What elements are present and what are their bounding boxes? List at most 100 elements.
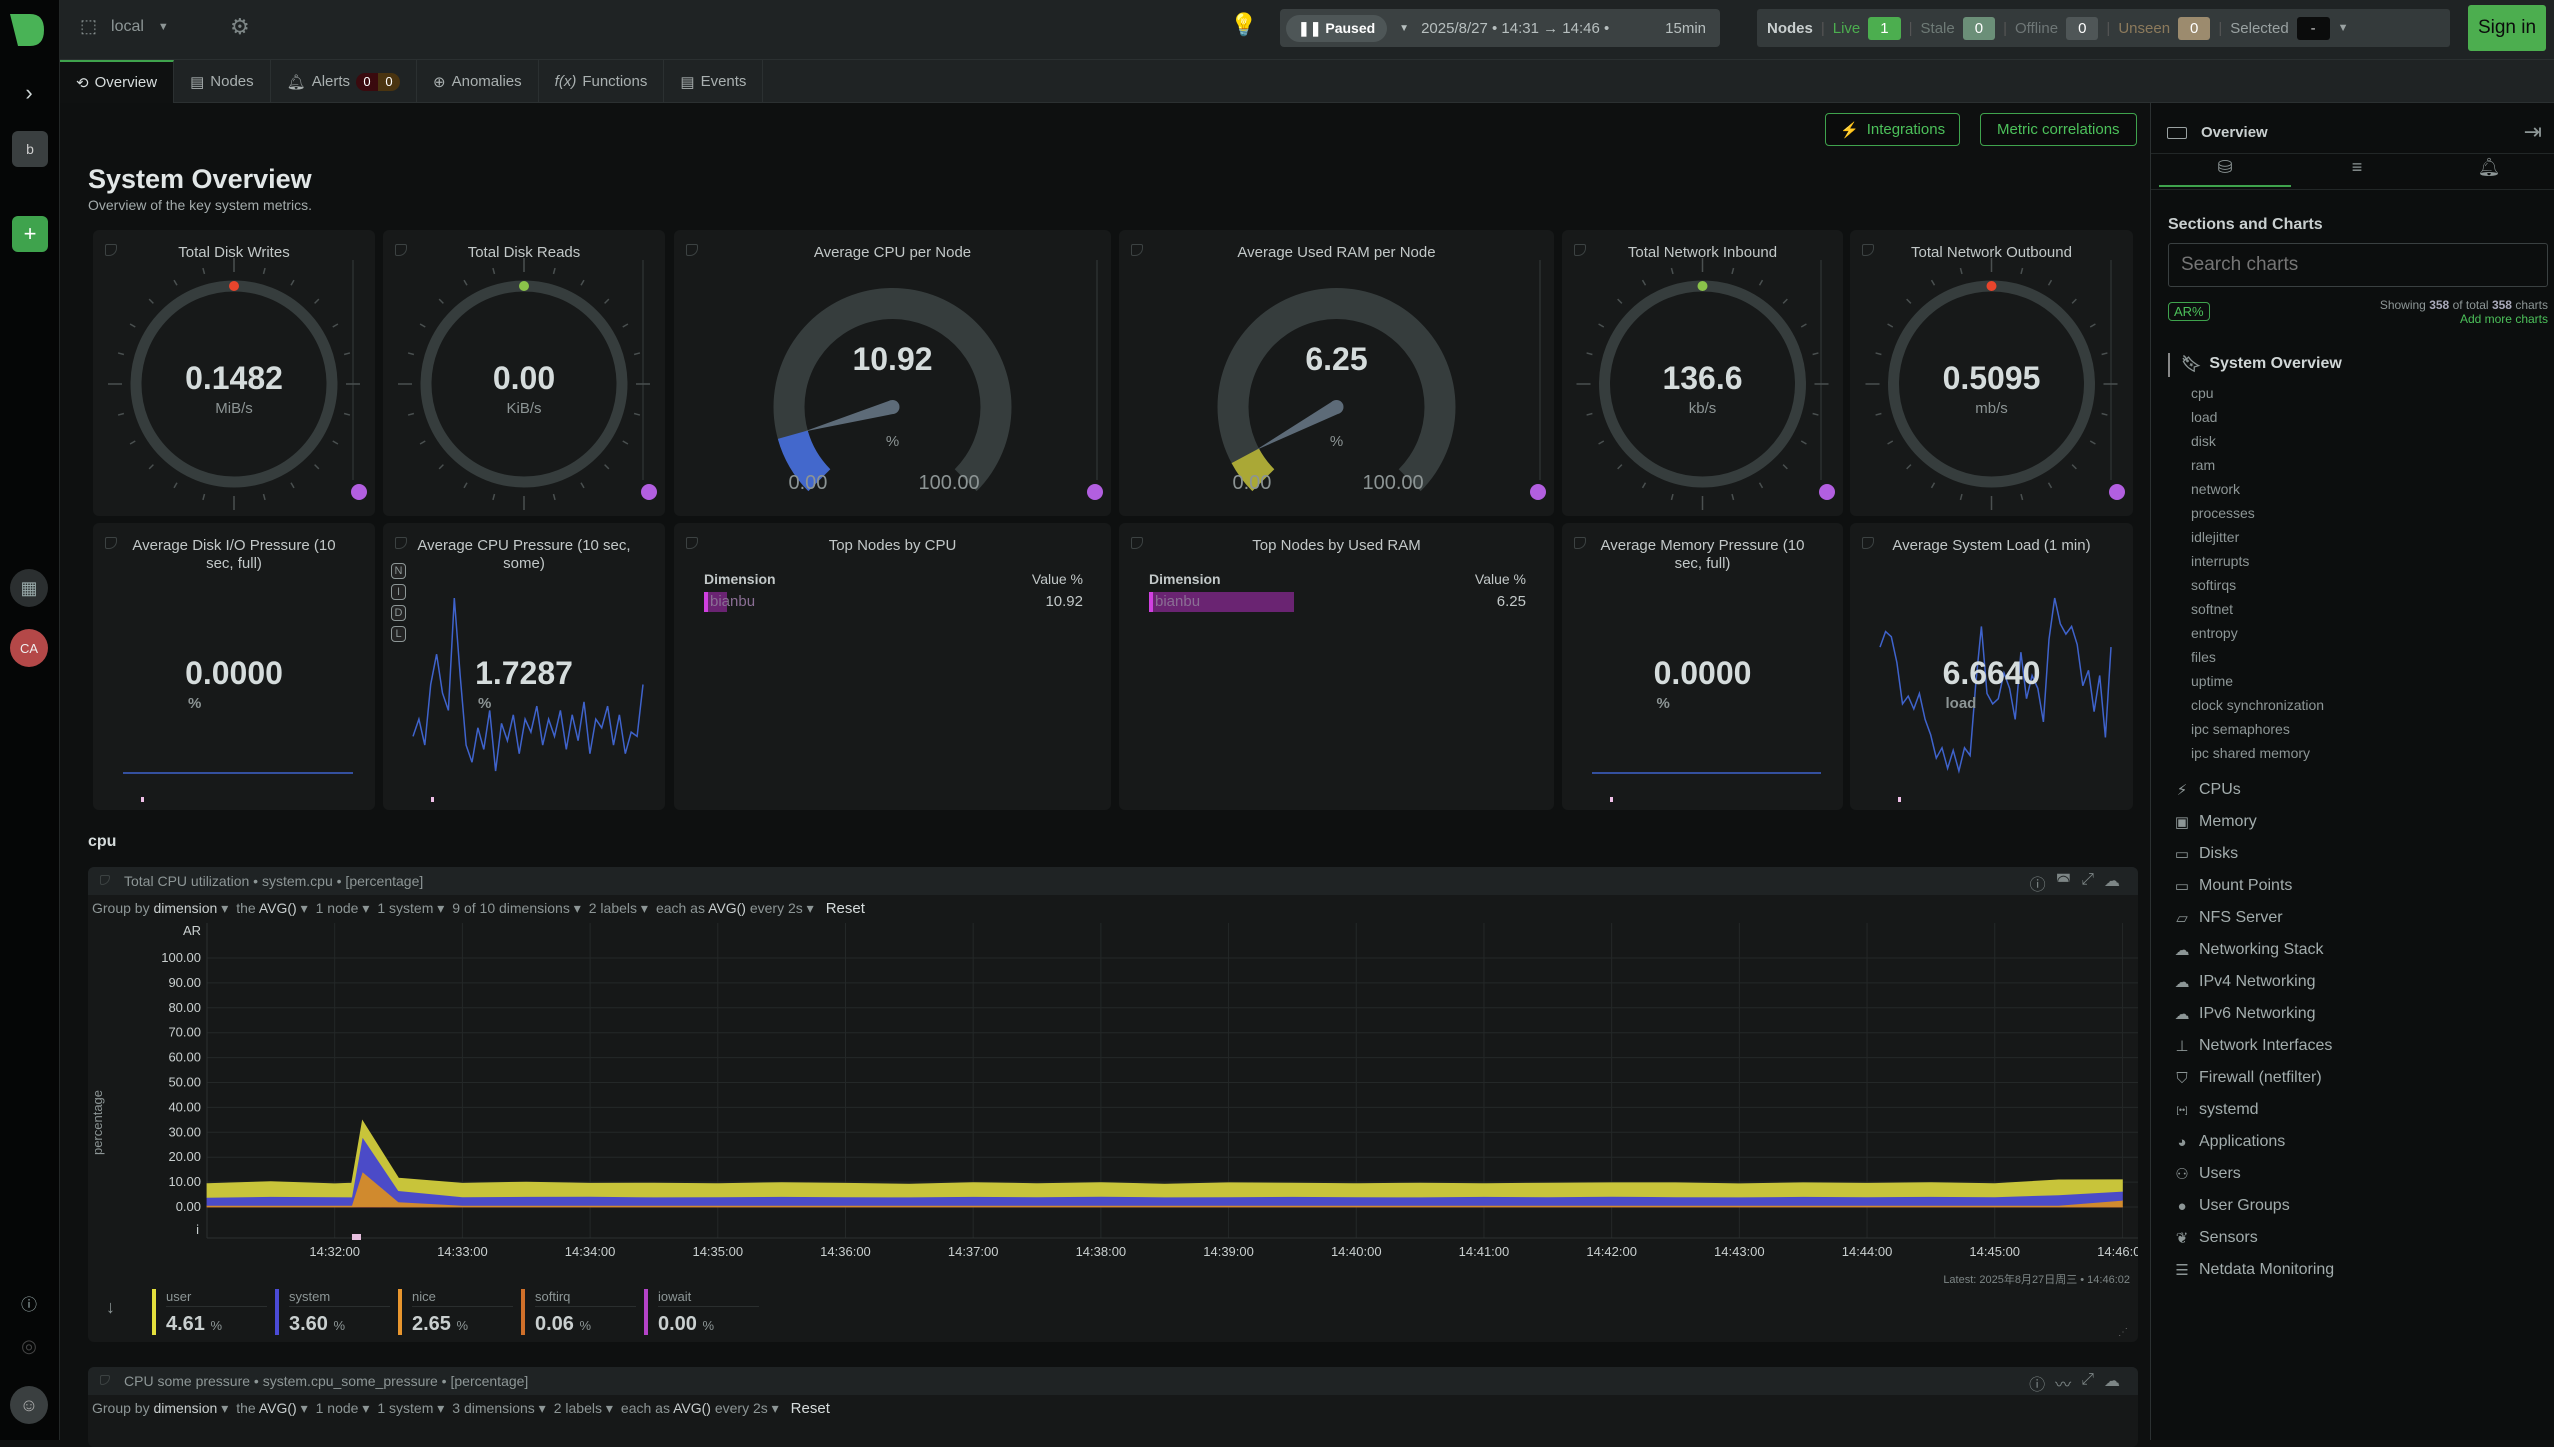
resize-handle-icon[interactable]: ⋰ <box>2118 1327 2128 1338</box>
anomaly-rate-icon[interactable] <box>2109 484 2125 500</box>
add-space-icon[interactable]: + <box>12 216 48 252</box>
search-charts-input[interactable] <box>2168 243 2548 287</box>
netdata-logo[interactable] <box>8 12 48 48</box>
labels-filter[interactable]: 2 labels ▾ <box>588 900 648 916</box>
nav-category-item[interactable]: ☁ IPv4 Networking <box>2173 973 2316 991</box>
nav-category-item[interactable]: ▭ Mount Points <box>2173 877 2292 895</box>
nav-sub-item[interactable]: cpu <box>2191 385 2214 401</box>
unseen-count[interactable]: 0 <box>2178 16 2211 40</box>
collapse-panel-icon[interactable]: ⇥ <box>2523 119 2542 144</box>
nav-sub-item[interactable]: ipc shared memory <box>2191 745 2311 761</box>
aggregation-select[interactable]: the AVG() ▾ <box>236 1400 308 1416</box>
add-to-dashboard-icon[interactable]: ☁ <box>2104 1373 2120 1390</box>
nav-sub-item[interactable]: uptime <box>2191 673 2234 689</box>
table-row[interactable]: bianbu 6.25 <box>1149 591 1526 613</box>
nav-sub-item[interactable]: softirqs <box>2191 577 2237 593</box>
nav-category-item[interactable]: ◕ Applications <box>2173 1133 2285 1151</box>
nav-category-item[interactable]: ● User Groups <box>2173 1197 2289 1215</box>
anomaly-rate-icon[interactable] <box>351 484 367 500</box>
legend-item-iowait[interactable]: iowait 0.00 % <box>644 1289 759 1335</box>
badge-n[interactable]: N <box>391 563 406 579</box>
settings-gear-icon[interactable]: ⚙ <box>230 14 250 39</box>
integrations-grid-icon[interactable]: ▦ <box>10 569 48 607</box>
add-more-charts-link[interactable]: Add more charts <box>2459 312 2548 326</box>
nav-sub-item[interactable]: disk <box>2191 433 2216 449</box>
space-avatar[interactable]: b <box>12 131 48 167</box>
nav-category-item[interactable]: ❦ Sensors <box>2173 1229 2258 1247</box>
status-icon[interactable]: ◎ <box>21 1335 37 1356</box>
nav-sub-item[interactable]: files <box>2191 649 2216 665</box>
tab-functions[interactable]: f(x) Functions <box>539 60 665 103</box>
nav-sub-item[interactable]: ipc semaphores <box>2191 721 2290 737</box>
dimensions-filter[interactable]: 9 of 10 dimensions ▾ <box>452 900 581 916</box>
fullscreen-icon[interactable]: ⤢ <box>2081 871 2094 888</box>
nav-category-item[interactable]: ⛉ Firewall (netfilter) <box>2173 1069 2321 1087</box>
panel-tab-filters[interactable]: ≡ <box>2291 157 2423 187</box>
panel-tab-alerts[interactable]: 🔔︎ <box>2423 157 2554 187</box>
ar-toggle-badge[interactable]: AR% <box>2168 302 2210 321</box>
reset-button[interactable]: Reset <box>825 900 865 917</box>
nodes-filter[interactable]: 1 node ▾ <box>315 1400 370 1416</box>
time-aggregation-select[interactable]: each as AVG() every 2s ▾ <box>655 900 814 916</box>
nav-sub-item[interactable]: processes <box>2191 505 2255 521</box>
nav-sub-item[interactable]: interrupts <box>2191 553 2250 569</box>
nav-sub-item[interactable]: load <box>2191 409 2218 425</box>
anomaly-rate-icon[interactable] <box>1819 484 1835 500</box>
critical-alerts-badge[interactable]: 0 <box>356 72 379 91</box>
legend-item-softirq[interactable]: softirq 0.06 % <box>521 1289 636 1335</box>
help-icon[interactable]: ⓘ <box>20 1297 37 1314</box>
group-by-dimension[interactable]: Group by dimension ▾ <box>92 1400 229 1416</box>
nav-sub-item[interactable]: idlejitter <box>2191 529 2240 545</box>
nav-category-item[interactable]: ⚇ Users <box>2173 1165 2241 1183</box>
aggregation-select[interactable]: the AVG() ▾ <box>236 900 308 916</box>
info-icon[interactable]: ⓘ <box>2029 877 2046 894</box>
expand-chevron-icon[interactable]: › <box>25 80 33 105</box>
legend-item-nice[interactable]: nice 2.65 % <box>398 1289 513 1335</box>
chevron-down-icon[interactable]: ▼ <box>1399 22 1410 34</box>
fullscreen-icon[interactable]: ⤢ <box>2081 1371 2094 1388</box>
badge-d[interactable]: D <box>391 605 406 621</box>
selected-count[interactable]: - <box>2296 16 2330 40</box>
tab-nodes[interactable]: ▤ Nodes <box>174 60 271 103</box>
tab-anomalies[interactable]: ⊕ Anomalies <box>417 60 539 103</box>
chart-type-icon[interactable]: 〰 <box>2055 1377 2072 1394</box>
integrations-button[interactable]: ⚡ Integrations <box>1825 113 1961 146</box>
chevron-down-icon[interactable]: ▼ <box>2337 22 2349 34</box>
nav-category-item[interactable]: ☁ IPv6 Networking <box>2173 1005 2316 1023</box>
reset-button[interactable]: Reset <box>790 1400 830 1417</box>
badge-l[interactable]: L <box>391 626 406 642</box>
pause-button[interactable]: ❚❚ Paused <box>1286 14 1388 42</box>
add-to-dashboard-icon[interactable]: ☁ <box>2104 873 2120 890</box>
sign-in-button[interactable]: Sign in <box>2468 5 2546 51</box>
instances-filter[interactable]: 1 system ▾ <box>377 900 445 916</box>
account-icon[interactable]: ☺ <box>10 1386 48 1424</box>
cpu-utilization-plot[interactable]: 100.00 90.00 80.00 70.00 60.00 50.00 40.00 30.0… <box>88 867 2138 1277</box>
time-aggregation-select[interactable]: each as AVG() every 2s ▾ <box>620 1400 779 1416</box>
instances-filter[interactable]: 1 system ▾ <box>377 1400 445 1416</box>
nav-category-item[interactable]: ▭ Disks <box>2173 845 2238 863</box>
nav-category-item[interactable]: ⊥ Network Interfaces <box>2173 1037 2332 1055</box>
stale-count[interactable]: 0 <box>1962 16 1996 40</box>
user-avatar-icon[interactable]: CA <box>10 629 48 667</box>
nav-sub-item[interactable]: ram <box>2191 457 2216 473</box>
time-control[interactable]: ❚❚ Paused ▼ 2025/8/27 • 14:31 → 14:46 • … <box>1280 9 1720 47</box>
tab-overview[interactable]: ⟲ Overview <box>60 60 175 103</box>
live-count[interactable]: 1 <box>1868 16 1901 40</box>
group-by-dimension[interactable]: Group by dimension ▾ <box>92 900 229 916</box>
warning-alerts-badge[interactable]: 0 <box>378 72 401 91</box>
nav-sub-item[interactable]: network <box>2191 481 2241 497</box>
info-icon[interactable]: ⓘ <box>2029 1377 2046 1394</box>
nav-category-item[interactable]: ☰ Netdata Monitoring <box>2173 1261 2334 1279</box>
chart-type-icon[interactable]: ◚ <box>2055 873 2072 890</box>
anomaly-rate-icon[interactable] <box>1087 484 1103 500</box>
annotation-marker[interactable] <box>351 1234 361 1240</box>
dimensions-filter[interactable]: 3 dimensions ▾ <box>452 1400 546 1416</box>
nav-sub-item[interactable]: softnet <box>2191 601 2234 617</box>
nav-sub-item[interactable]: entropy <box>2191 625 2238 641</box>
lightbulb-icon[interactable]: 💡 <box>1230 12 1258 37</box>
nav-category-item[interactable]: ⚡︎ CPUs <box>2173 781 2241 799</box>
legend-item-user[interactable]: user 4.61 % <box>152 1289 267 1335</box>
badge-i[interactable]: I <box>391 584 406 600</box>
labels-filter[interactable]: 2 labels ▾ <box>553 1400 613 1416</box>
